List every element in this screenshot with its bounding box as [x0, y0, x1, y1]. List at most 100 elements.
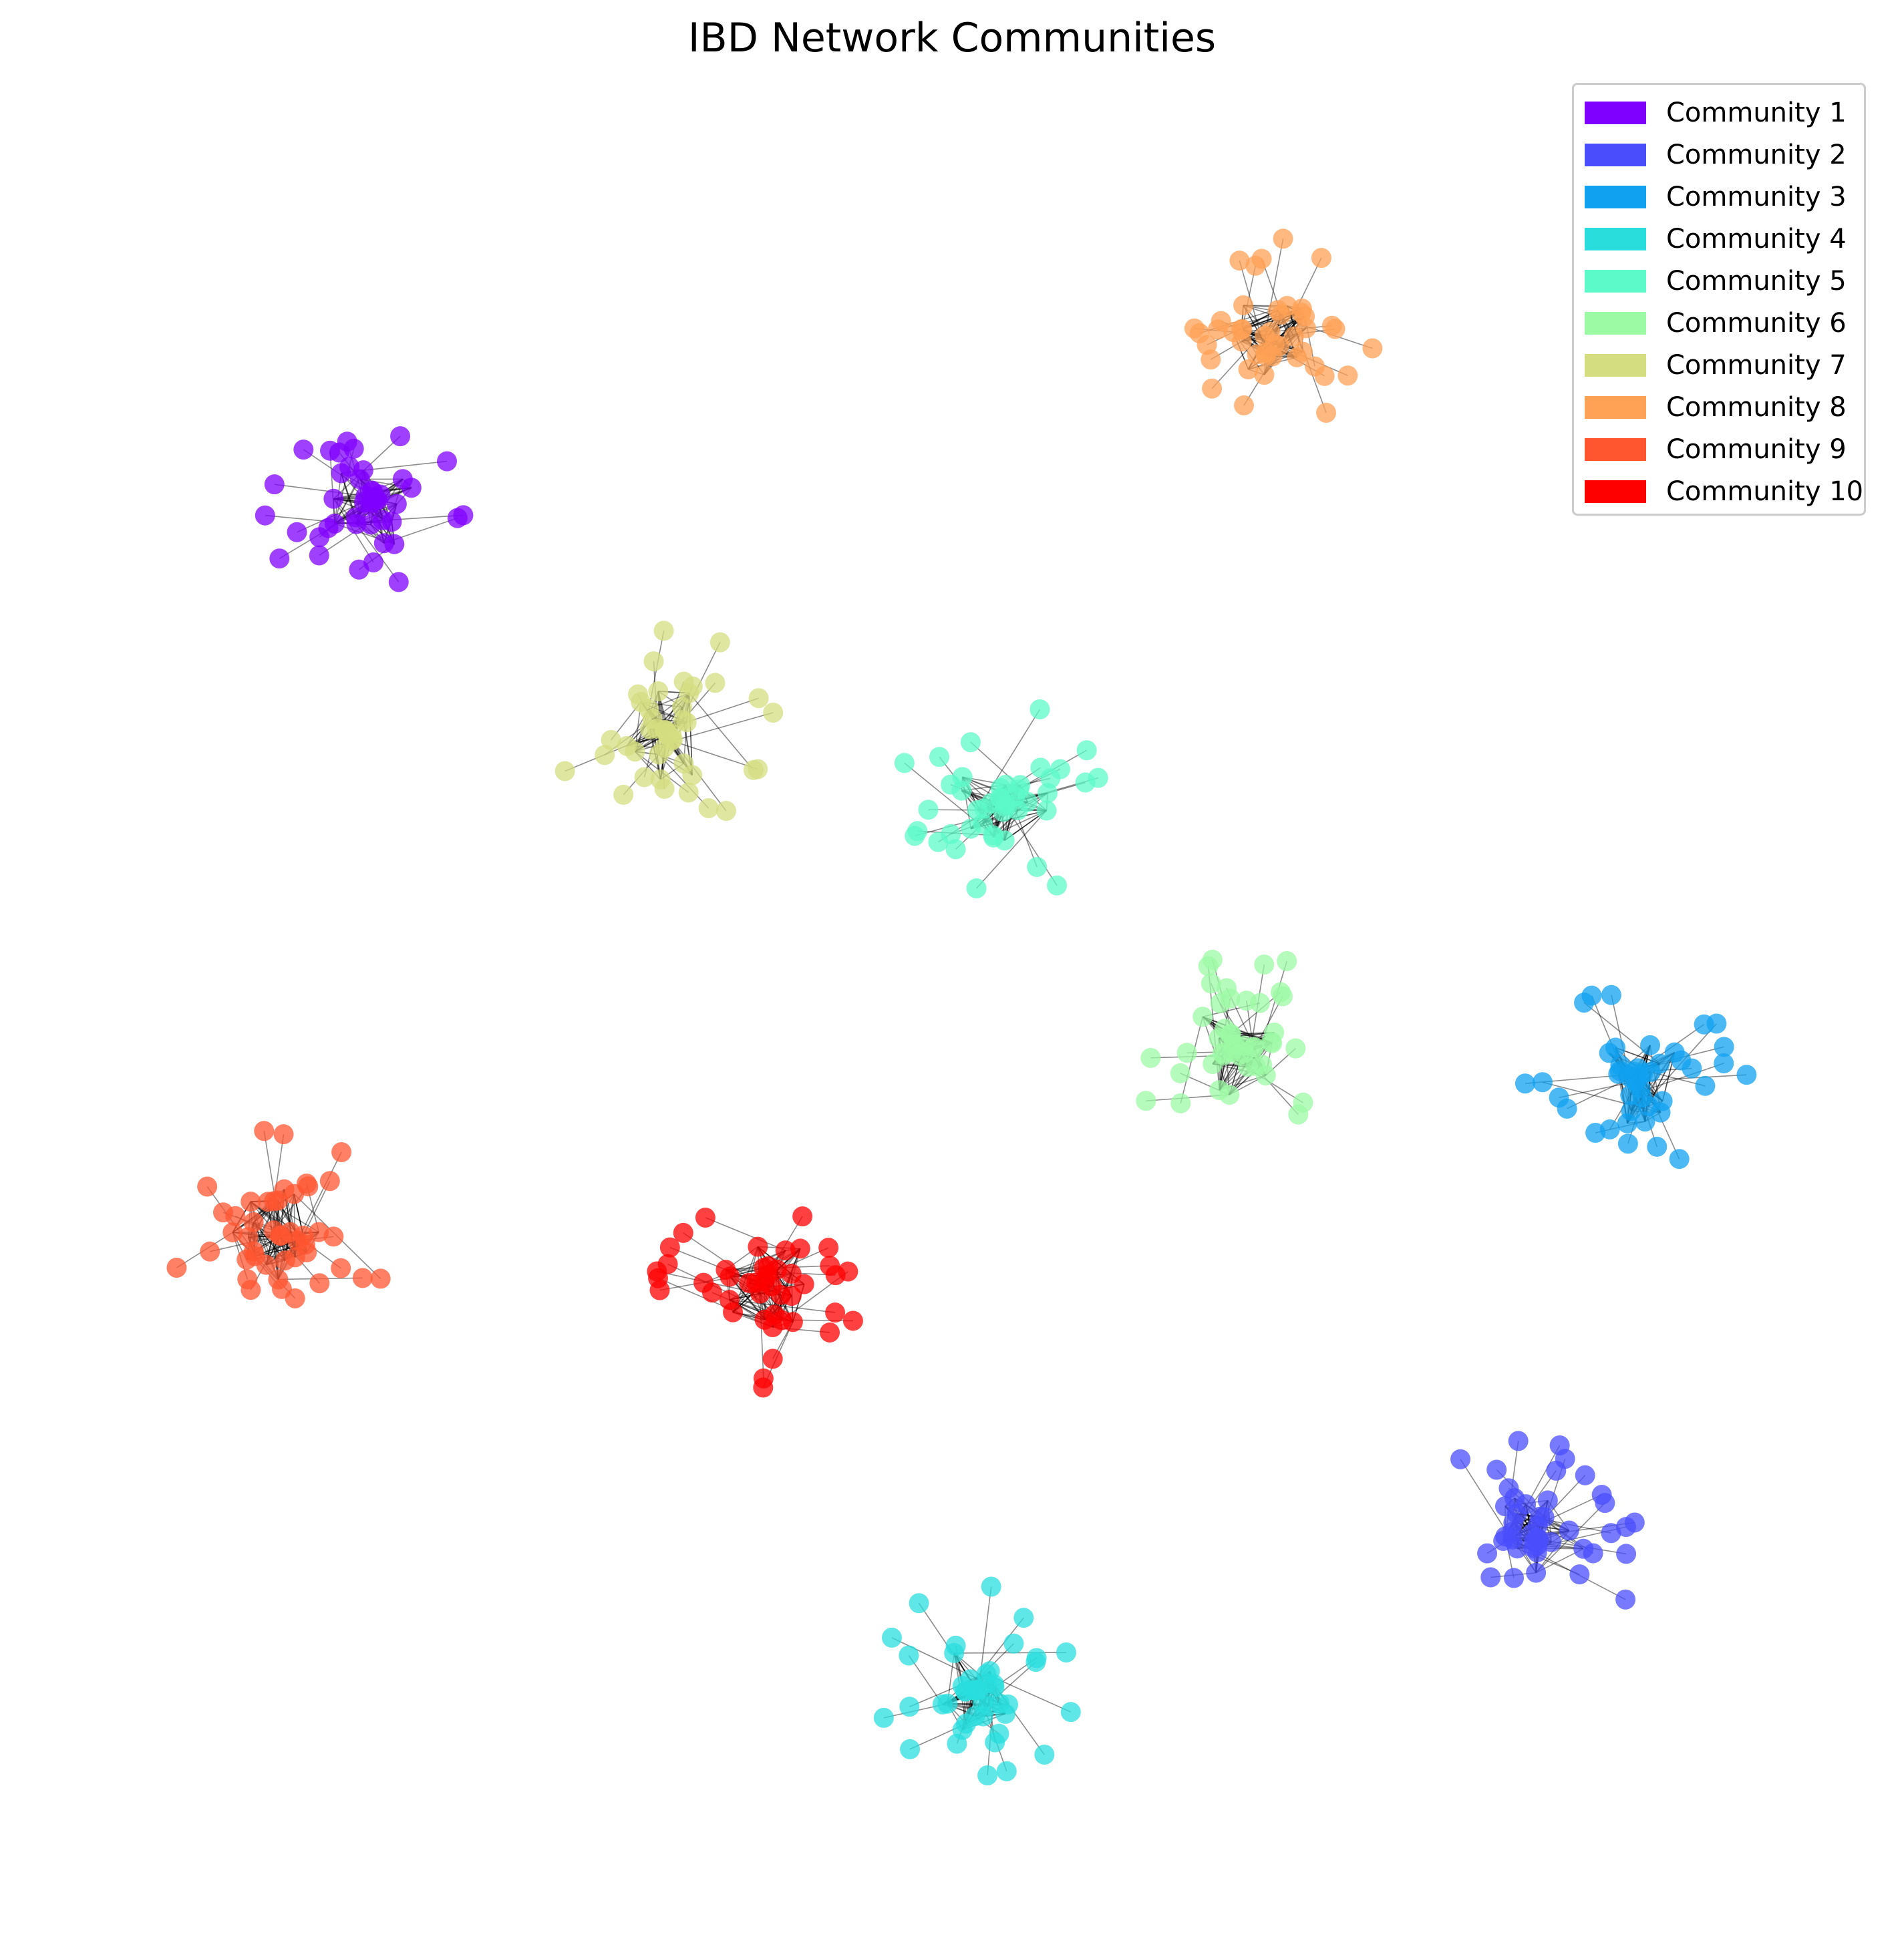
network-node [790, 1238, 810, 1259]
network-node [1029, 699, 1050, 720]
network-edge [355, 524, 400, 582]
network-node [1714, 1053, 1734, 1074]
network-node [1640, 1062, 1661, 1083]
network-node [1609, 1061, 1630, 1081]
network-node [222, 1222, 243, 1243]
network-edge [329, 450, 335, 524]
network-node [1050, 759, 1070, 779]
legend-swatch [1585, 270, 1646, 293]
network-node [977, 1765, 998, 1786]
network-node [1575, 1465, 1595, 1485]
network-node [716, 1260, 736, 1280]
network-node [1595, 1493, 1615, 1514]
legend-item: Community 9 [1585, 434, 1847, 465]
network-node [1615, 1517, 1636, 1538]
network-edge [303, 1180, 331, 1236]
network-node [1617, 1133, 1638, 1154]
network-node [995, 774, 1016, 795]
network-node [1202, 949, 1223, 970]
network-node [825, 1302, 846, 1323]
network-node [1060, 1702, 1081, 1723]
network-node [309, 1273, 330, 1294]
network-node [1314, 365, 1335, 386]
network-node [1486, 1459, 1507, 1480]
network-node [1170, 1093, 1191, 1113]
network-node [1254, 365, 1275, 385]
legend-swatch [1585, 480, 1646, 503]
network-node [899, 1645, 919, 1666]
network-node [331, 1258, 351, 1278]
network-node [1277, 950, 1297, 971]
network-node [1255, 325, 1275, 346]
network-edge [918, 1602, 971, 1680]
legend-swatch [1585, 144, 1646, 166]
network-node [678, 782, 699, 803]
network-node [1736, 1065, 1757, 1085]
legend-label: Community 1 [1666, 98, 1847, 128]
legend-swatch [1585, 228, 1646, 250]
network-node [705, 673, 726, 693]
network-node [1189, 323, 1210, 343]
legend-label: Community 3 [1666, 182, 1847, 212]
network-node [264, 474, 285, 495]
network-node [1450, 1449, 1471, 1469]
network-node [1010, 775, 1031, 796]
network-node [1583, 1543, 1603, 1564]
legend-item: Community 2 [1585, 140, 1847, 170]
network-node [1316, 403, 1337, 423]
network-node [166, 1258, 187, 1278]
network-node [881, 1627, 902, 1648]
network-node [649, 1280, 670, 1300]
network-node [894, 753, 915, 773]
network-node [349, 559, 369, 580]
network-node [1682, 1058, 1702, 1079]
network-node [695, 1207, 716, 1228]
network-node [659, 1237, 680, 1258]
network-node [781, 1264, 802, 1284]
network-node [373, 533, 394, 554]
network-edge [688, 693, 754, 771]
network-node [453, 505, 474, 526]
network-node [1508, 1431, 1529, 1451]
network-node [237, 1269, 258, 1290]
legend-swatch [1585, 396, 1646, 419]
legend-label: Community 6 [1666, 308, 1847, 339]
network-node [873, 1707, 894, 1728]
network-node [271, 1226, 291, 1246]
network-node [1526, 1562, 1547, 1583]
network-node [1271, 305, 1291, 325]
network-node [401, 478, 422, 498]
network-node [842, 1310, 863, 1331]
network-node [390, 426, 411, 447]
network-node [1255, 1065, 1276, 1086]
network-node [360, 495, 381, 516]
network-node [1311, 248, 1331, 269]
legend-swatch [1585, 312, 1646, 335]
network-node [352, 1268, 373, 1288]
network-node [331, 1142, 352, 1163]
network-node [1321, 315, 1342, 336]
network-edge [781, 1248, 801, 1320]
network-node [1201, 349, 1221, 370]
network-node [1523, 1538, 1544, 1558]
network-node [673, 671, 694, 692]
network-node [1213, 1045, 1234, 1065]
network-node [945, 839, 966, 860]
network-node [370, 1268, 391, 1289]
network-node [947, 1733, 967, 1754]
network-node [945, 1635, 966, 1656]
network-node [1477, 1543, 1498, 1564]
network-node [649, 744, 669, 765]
network-node [1616, 1544, 1637, 1564]
network-node [1695, 1075, 1716, 1096]
network-node [1211, 311, 1231, 331]
network-node [673, 1222, 693, 1243]
network-node [770, 1284, 791, 1305]
network-node [701, 1282, 722, 1303]
network-node [956, 1713, 977, 1734]
network-node [601, 729, 621, 750]
network-node [323, 1226, 344, 1247]
network-node [339, 456, 360, 477]
network-node [1262, 1033, 1283, 1053]
network-node [309, 527, 330, 548]
